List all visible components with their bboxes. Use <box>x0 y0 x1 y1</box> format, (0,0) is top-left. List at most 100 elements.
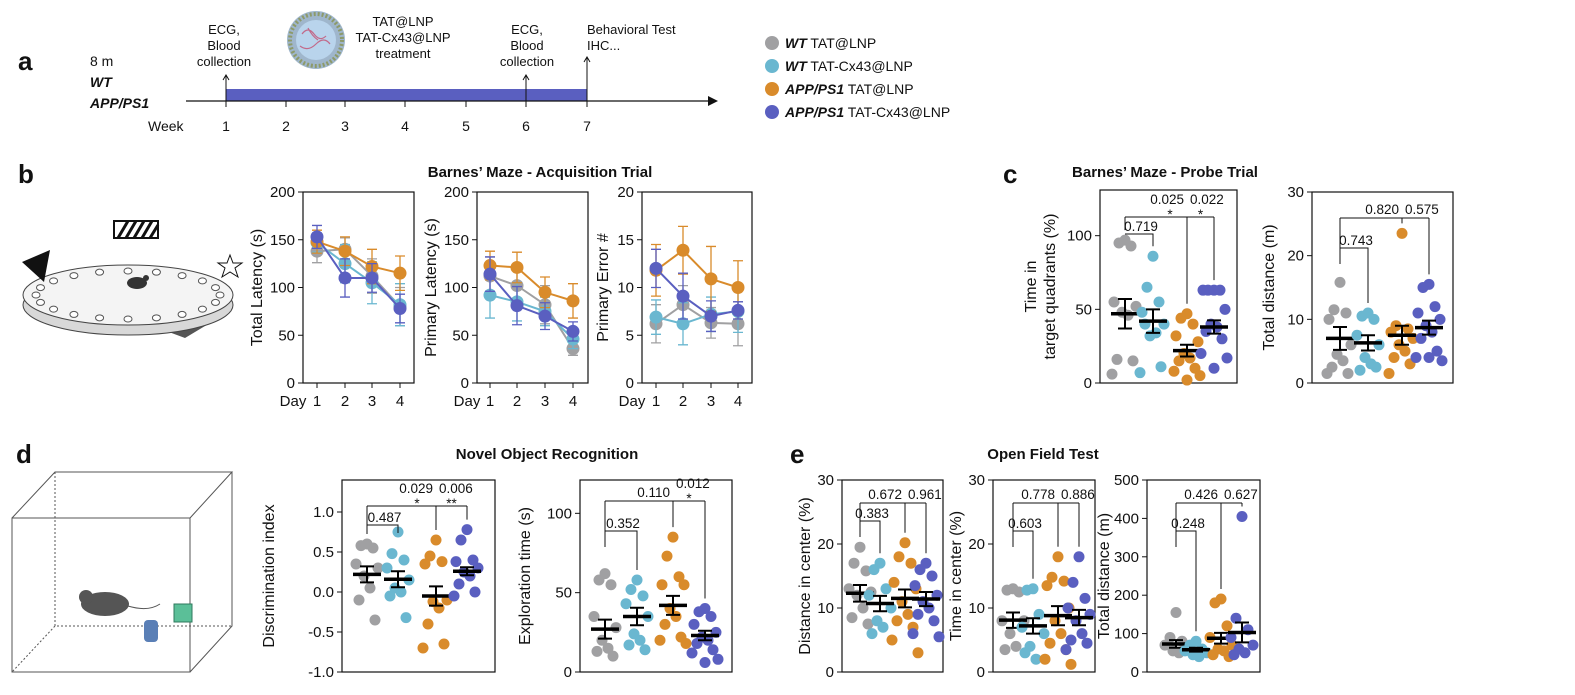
data-point <box>1044 637 1056 649</box>
data-point <box>680 637 692 649</box>
significance-brackets <box>366 505 468 534</box>
group-wt-tat-lnp <box>996 583 1030 656</box>
maze-hole <box>31 291 41 299</box>
y-tick-label: 50 <box>555 585 572 602</box>
legend-genotype: WT <box>785 35 808 51</box>
data-point <box>400 612 412 624</box>
significance-brackets <box>1012 502 1080 579</box>
significance-brackets <box>859 502 927 554</box>
bracket-lower <box>860 520 881 554</box>
data-point <box>1108 296 1120 308</box>
data-point <box>848 557 860 569</box>
significance-stars: * <box>414 496 420 511</box>
data-point <box>417 642 429 654</box>
data-point <box>704 272 718 286</box>
sem-bar <box>1189 646 1203 653</box>
y-tick-label: 50 <box>278 327 295 344</box>
data-point <box>1337 355 1349 367</box>
data-point <box>1368 313 1380 325</box>
y-axis-label: Total Latency (s) <box>249 229 266 346</box>
plot-frame <box>341 479 496 673</box>
p-value-label: 0.025 <box>1150 192 1184 207</box>
data-point <box>510 260 524 274</box>
data-point <box>1334 276 1346 288</box>
series-app-ps1-tat-lnp <box>310 229 407 292</box>
data-point <box>712 653 724 665</box>
group-app-ps1-tat-lnp <box>417 534 453 654</box>
data-point <box>637 590 649 602</box>
plot-frame <box>1311 191 1454 384</box>
group-wt-tat-cx43-lnp <box>863 557 897 640</box>
sem-bar <box>460 566 474 577</box>
y-tick-label: 20 <box>617 184 634 201</box>
data-point <box>1247 639 1259 651</box>
legend-genotype: WT <box>785 58 808 74</box>
data-point <box>1434 313 1446 325</box>
maze-hole <box>197 305 207 313</box>
data-point <box>310 230 324 244</box>
bracket-upper <box>1124 216 1215 304</box>
data-point <box>1345 339 1357 351</box>
x-axis-label: Day <box>280 393 307 410</box>
data-point <box>1431 345 1443 357</box>
nanoparticle-illustration <box>287 11 345 69</box>
maze-hole <box>123 315 133 323</box>
y-axis-label: Primary Latency (s) <box>423 218 440 357</box>
data-point <box>436 556 448 568</box>
chart-c2: 0 10 20 30 Total distance (m) 0.820 0.575 0.743 <box>1261 184 1454 392</box>
x-tick-label: 4 <box>734 393 742 410</box>
data-point <box>1067 576 1079 588</box>
data-point <box>905 557 917 569</box>
data-point <box>891 615 903 627</box>
group-wt-tat-lnp <box>843 541 877 630</box>
data-point <box>1208 362 1220 374</box>
data-point <box>1195 348 1207 360</box>
y-tick-label: 50 <box>452 327 469 344</box>
sem-bar <box>1333 325 1347 351</box>
series-line <box>316 240 401 275</box>
data-point <box>469 586 481 598</box>
data-point <box>625 583 637 595</box>
data-point <box>1136 306 1148 318</box>
data-point <box>667 531 679 543</box>
sem-bar <box>853 583 867 603</box>
data-point <box>538 309 552 323</box>
p-value-label: 0.719 <box>1124 219 1158 234</box>
p-value-label: 0.743 <box>1339 233 1373 248</box>
panel-d-title: Novel Object Recognition <box>456 446 639 463</box>
data-point <box>367 542 379 554</box>
data-point <box>1216 333 1228 345</box>
y-tick-label: 0 <box>1084 375 1092 392</box>
data-point <box>649 261 663 275</box>
x-tick-label: 2 <box>341 393 349 410</box>
data-point <box>1351 329 1363 341</box>
data-point <box>688 618 700 630</box>
maze-hole <box>215 291 225 299</box>
event2-line1: ECG, <box>511 22 543 37</box>
maze-hole <box>95 314 105 322</box>
data-point <box>631 574 643 586</box>
week-tick-label: 2 <box>282 118 290 134</box>
series-app-ps1-tat-lnp <box>649 225 745 315</box>
data-point <box>1076 628 1088 640</box>
data-point <box>926 570 938 582</box>
group-wt-tat-lnp <box>1321 276 1357 379</box>
data-point <box>1388 352 1400 364</box>
data-point <box>731 303 745 317</box>
data-point <box>907 628 919 640</box>
data-point <box>393 302 407 316</box>
data-point <box>1396 227 1408 239</box>
series-line <box>489 273 574 333</box>
series-line <box>655 248 739 289</box>
sem-bar <box>598 618 612 640</box>
sem-bar <box>873 594 887 613</box>
data-point <box>888 576 900 588</box>
legend-treatment: TAT-Cx43@LNP <box>844 104 950 120</box>
data-point <box>902 608 914 620</box>
series-app-ps1-tat-cx43-lnp <box>483 256 580 342</box>
data-point <box>705 610 717 622</box>
group-wt-tat-lnp <box>588 568 622 662</box>
data-point <box>1039 653 1051 665</box>
p-value-label: 0.886 <box>1061 487 1095 502</box>
